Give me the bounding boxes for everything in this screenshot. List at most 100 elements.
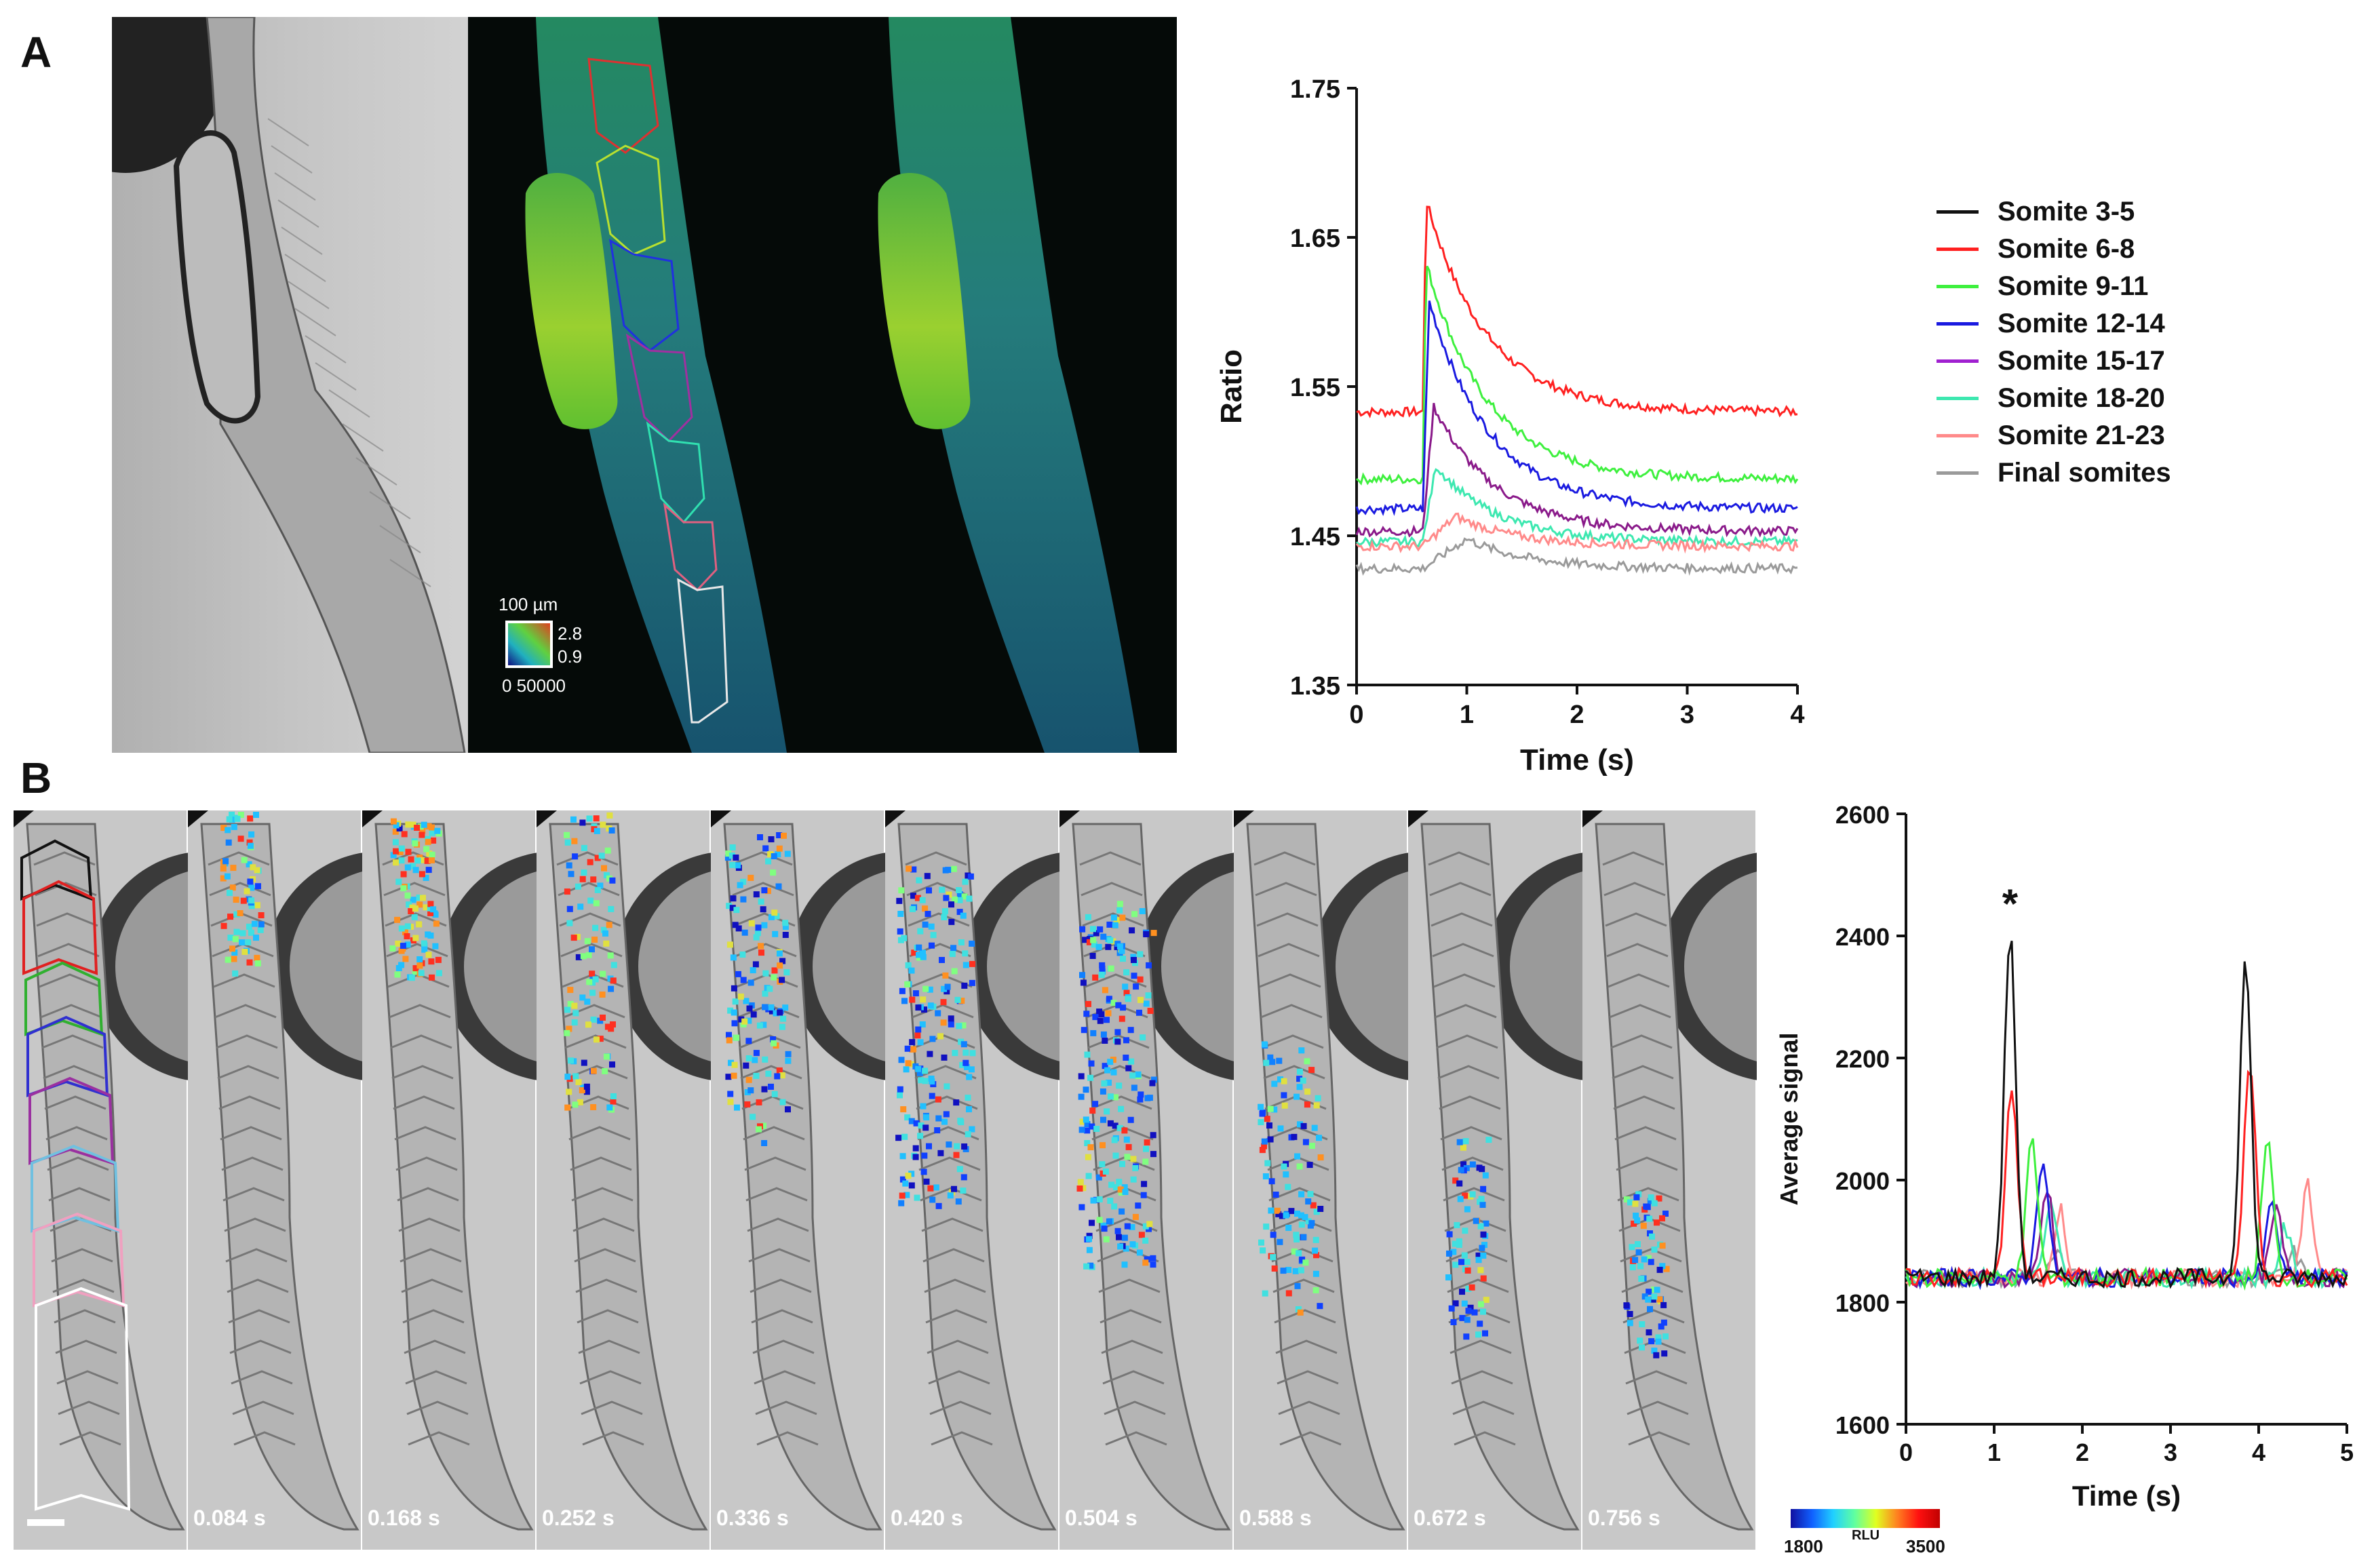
activity-pixel — [435, 970, 442, 977]
activity-pixel — [1092, 974, 1099, 981]
activity-pixel — [1129, 927, 1135, 934]
activity-pixel — [917, 928, 924, 935]
activity-pixel — [402, 956, 409, 962]
activity-pixel — [785, 1106, 791, 1113]
legend-item-somite-15-17: Somite 15-17 — [1937, 346, 2165, 376]
somite-chevron — [1101, 1339, 1163, 1354]
somite-chevron — [217, 1065, 279, 1080]
somite-chevron — [751, 1309, 813, 1324]
activity-pixel — [747, 1087, 754, 1094]
activity-pixel — [1110, 1000, 1117, 1006]
activity-pixel — [1110, 1057, 1116, 1063]
activity-pixel — [1093, 930, 1100, 937]
activity-pixel — [964, 1064, 971, 1070]
activity-pixel — [1311, 1124, 1318, 1131]
somite-chevron — [908, 912, 970, 927]
activity-pixel — [1260, 1247, 1266, 1254]
somite-chevron — [391, 1065, 454, 1080]
activity-pixel — [737, 993, 744, 1000]
activity-pixel — [571, 1019, 578, 1026]
activity-pixel — [1464, 1316, 1471, 1323]
somite-chevron — [1253, 851, 1316, 866]
activity-pixel — [425, 867, 432, 874]
activity-pixel — [916, 877, 922, 884]
activity-pixel — [577, 903, 584, 910]
activity-pixel — [1300, 1077, 1306, 1084]
somite-chevron — [1602, 851, 1665, 866]
activity-pixel — [1285, 1224, 1292, 1231]
somite-chevron — [745, 1187, 808, 1202]
activity-pixel — [1106, 921, 1113, 928]
activity-pixel — [914, 895, 921, 901]
somite-chevron — [1258, 943, 1320, 958]
activity-pixel — [1140, 1192, 1147, 1198]
activity-pixel — [579, 994, 586, 1001]
legend-label: Somite 21-23 — [1998, 420, 2165, 450]
somite-chevron — [1272, 1278, 1335, 1293]
activity-pixel — [1087, 936, 1093, 943]
activity-pixel — [1294, 1282, 1301, 1289]
activity-pixel — [224, 873, 231, 880]
activity-pixel — [1478, 1196, 1485, 1202]
activity-pixel — [434, 827, 441, 834]
activity-pixel — [915, 1026, 922, 1033]
activity-pixel — [416, 901, 423, 908]
activity-pixel — [1085, 1000, 1091, 1007]
activity-pixel — [227, 935, 234, 941]
activity-pixel — [765, 1070, 772, 1077]
activity-pixel — [583, 1083, 590, 1090]
activity-pixel — [589, 979, 596, 986]
activity-pixel — [730, 895, 737, 902]
somite-chevron — [51, 1248, 113, 1263]
activity-pixel — [734, 1104, 740, 1111]
activity-pixel — [412, 968, 419, 975]
activity-pixel — [417, 823, 424, 830]
activity-pixel — [1637, 1263, 1644, 1270]
activity-pixel — [600, 971, 606, 977]
legend-label: Somite 15-17 — [1998, 346, 2165, 376]
embryo-body — [374, 823, 534, 1531]
somite-chevron — [1090, 1095, 1152, 1110]
activity-pixel — [1101, 1226, 1108, 1232]
activity-pixel — [745, 1055, 752, 1061]
activity-pixel — [729, 905, 736, 912]
activity-pixel — [1623, 1196, 1630, 1202]
somite-chevron — [229, 1339, 292, 1354]
somite-chevron — [1100, 1309, 1162, 1324]
activity-pixel — [246, 839, 253, 846]
activity-pixel — [898, 1200, 905, 1207]
somite-chevron — [225, 1248, 288, 1263]
activity-pixel — [1454, 1221, 1460, 1228]
activity-pixel — [1479, 1244, 1485, 1251]
somite-chevron — [59, 1431, 121, 1446]
activity-pixel — [398, 947, 405, 954]
activity-pixel — [566, 862, 572, 869]
somite-chevron — [1622, 1309, 1685, 1324]
somite-chevron — [56, 1370, 119, 1385]
activity-pixel — [594, 1036, 600, 1043]
activity-pixel — [731, 985, 737, 992]
activity-pixel — [780, 1015, 787, 1022]
activity-pixel — [1083, 1086, 1089, 1093]
somite-chevron — [1448, 1309, 1511, 1324]
activity-pixel — [1259, 1147, 1266, 1154]
activity-pixel — [959, 1061, 966, 1068]
activity-pixel — [427, 901, 434, 907]
activity-pixel — [430, 837, 437, 844]
activity-pixel — [1261, 1138, 1268, 1145]
activity-pixel — [572, 1073, 579, 1080]
activity-pixel — [1302, 1139, 1309, 1145]
activity-pixel — [765, 858, 772, 865]
activity-pixel — [942, 972, 949, 979]
activity-pixel — [231, 823, 237, 830]
activity-pixel — [745, 1076, 752, 1083]
activity-pixel — [590, 1016, 597, 1023]
somite-chevron — [232, 1400, 294, 1415]
activity-pixel — [608, 905, 615, 912]
activity-pixel — [421, 946, 428, 953]
activity-pixel — [729, 844, 736, 850]
activity-pixel — [1079, 926, 1086, 933]
activity-pixel — [958, 939, 965, 945]
activity-pixel — [962, 878, 969, 885]
activity-pixel — [414, 825, 421, 831]
